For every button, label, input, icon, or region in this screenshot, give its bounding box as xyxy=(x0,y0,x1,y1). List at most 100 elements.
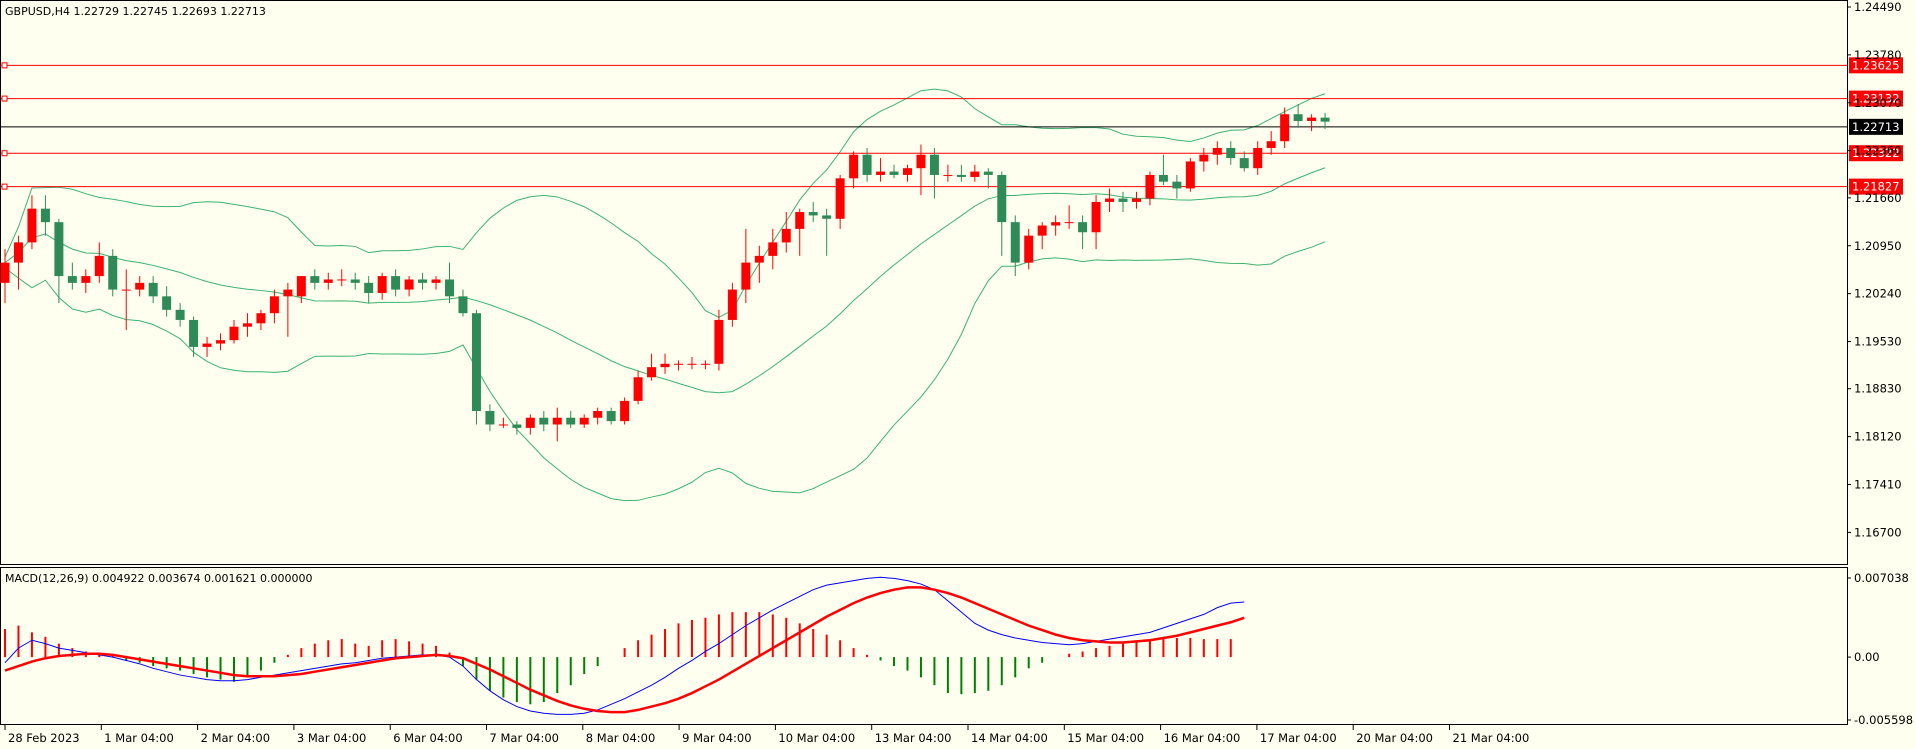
bullish-candle xyxy=(1064,222,1074,224)
bullish-candle xyxy=(620,400,630,422)
bearish-candle xyxy=(364,282,374,293)
bearish-candle xyxy=(189,319,199,347)
bullish-candle xyxy=(741,262,751,290)
time-tick-label: 17 Mar 04:00 xyxy=(1260,731,1337,745)
bearish-candle xyxy=(1239,158,1249,169)
bearish-candle xyxy=(445,279,455,297)
bullish-candle xyxy=(1091,201,1101,233)
level-price-tag xyxy=(1849,57,1903,74)
bearish-candle xyxy=(485,410,495,425)
bearish-candle xyxy=(1226,147,1236,159)
level-price-tag xyxy=(1849,118,1903,135)
signal-line xyxy=(4,586,1245,714)
bullish-candle xyxy=(296,276,306,297)
bearish-candle xyxy=(539,417,549,425)
bullish-candle xyxy=(633,377,643,401)
bollinger-bands xyxy=(4,88,1326,502)
level-price-tag xyxy=(1849,145,1903,162)
price-tick-label: 1.23070 xyxy=(1854,96,1902,110)
macd-title: MACD(12,26,9) 0.004922 0.003674 0.001621… xyxy=(5,572,312,585)
bullish-candle xyxy=(404,279,414,290)
bullish-candle xyxy=(916,154,926,169)
bullish-candle xyxy=(269,296,279,314)
bearish-candle xyxy=(1320,117,1330,122)
price-tick-label: 1.18120 xyxy=(1854,430,1902,444)
bullish-candle xyxy=(674,363,683,365)
bullish-candle xyxy=(902,168,912,175)
level-anchor-marker xyxy=(1,95,8,102)
time-tick-label: 9 Mar 04:00 xyxy=(682,731,751,745)
level-anchor-marker xyxy=(1,150,8,157)
bullish-candle xyxy=(647,367,657,378)
bullish-candle xyxy=(727,289,737,320)
bullish-candle xyxy=(795,212,805,229)
bullish-candle xyxy=(754,255,764,263)
bullish-candle xyxy=(1266,141,1276,148)
price-tick-label: 1.23780 xyxy=(1854,48,1902,62)
level-price-tag xyxy=(1849,178,1903,195)
bearish-candle xyxy=(471,313,481,411)
price-tick-label: 1.20950 xyxy=(1854,239,1902,253)
bollinger-upper-band xyxy=(4,88,1326,318)
time-axis: 28 Feb 2023 1 Mar 04:00 2 Mar 04:00 3 Mar 0… xyxy=(4,725,1530,745)
bullish-candle xyxy=(1307,117,1317,121)
level-anchor-marker xyxy=(1,62,8,69)
time-tick-label: 21 Mar 04:00 xyxy=(1453,731,1530,745)
level-price-tag xyxy=(1849,90,1903,107)
macd-tick-label: -0.005598 xyxy=(1854,713,1913,727)
bearish-candle xyxy=(108,255,118,290)
level-price-label: 1.23132 xyxy=(1852,92,1900,106)
price-axis: 1.24490 1.23780 1.23070 1.22360 1.21660 1.209… xyxy=(1847,0,1902,539)
macd-tick-label: 0.007038 xyxy=(1854,571,1909,585)
time-tick-label: 16 Mar 04:00 xyxy=(1164,731,1241,745)
bullish-candle xyxy=(94,255,104,277)
bullish-candle xyxy=(849,154,859,179)
price-tick-label: 1.20240 xyxy=(1854,287,1902,301)
price-tick-label: 1.17410 xyxy=(1854,478,1902,492)
bearish-candle xyxy=(40,208,50,223)
time-tick-label: 3 Mar 04:00 xyxy=(297,731,366,745)
bearish-candle xyxy=(54,222,64,277)
bullish-candle xyxy=(283,289,293,297)
bearish-candle xyxy=(458,296,468,314)
bearish-candle xyxy=(862,154,872,175)
bullish-candle xyxy=(323,279,333,283)
level-price-label: 1.21827 xyxy=(1852,180,1900,194)
bullish-candle xyxy=(1051,222,1061,226)
price-panel xyxy=(0,0,1848,565)
bearish-candle xyxy=(1293,114,1303,121)
bearish-candle xyxy=(997,174,1007,223)
bearish-candle xyxy=(310,276,320,283)
bullish-candle xyxy=(525,417,535,428)
bearish-candle xyxy=(350,279,360,283)
bullish-candle xyxy=(714,319,724,364)
macd-series xyxy=(4,576,1245,715)
price-tick-label: 1.19530 xyxy=(1854,335,1902,349)
bearish-candle xyxy=(822,215,832,219)
bullish-candle xyxy=(1212,147,1222,155)
time-tick-label: 6 Mar 04:00 xyxy=(393,731,462,745)
bullish-candle xyxy=(943,174,953,176)
level-anchor-marker xyxy=(1,183,8,190)
bearish-candle xyxy=(162,296,172,310)
bearish-candle xyxy=(983,171,993,175)
price-tick-label: 1.24490 xyxy=(1854,0,1902,14)
bullish-candle xyxy=(202,343,212,347)
time-tick-label: 8 Mar 04:00 xyxy=(586,731,655,745)
price-tick-label: 1.21660 xyxy=(1854,191,1902,205)
bullish-candle xyxy=(1105,198,1115,202)
bullish-candle xyxy=(1024,235,1034,263)
bullish-candle xyxy=(135,282,145,290)
bearish-candle xyxy=(1158,174,1168,182)
time-tick-label: 20 Mar 04:00 xyxy=(1356,731,1433,745)
bullish-candle xyxy=(0,262,10,283)
price-chart-title: GBPUSD,H4 1.22729 1.22745 1.22693 1.2271… xyxy=(5,5,266,18)
bullish-candle xyxy=(700,363,710,365)
bullish-candle xyxy=(876,171,886,175)
level-price-label: 1.22322 xyxy=(1852,146,1900,160)
bearish-candle xyxy=(512,424,522,428)
bullish-candle xyxy=(1185,161,1195,189)
bullish-candle xyxy=(552,417,562,425)
bullish-candle xyxy=(229,326,239,341)
